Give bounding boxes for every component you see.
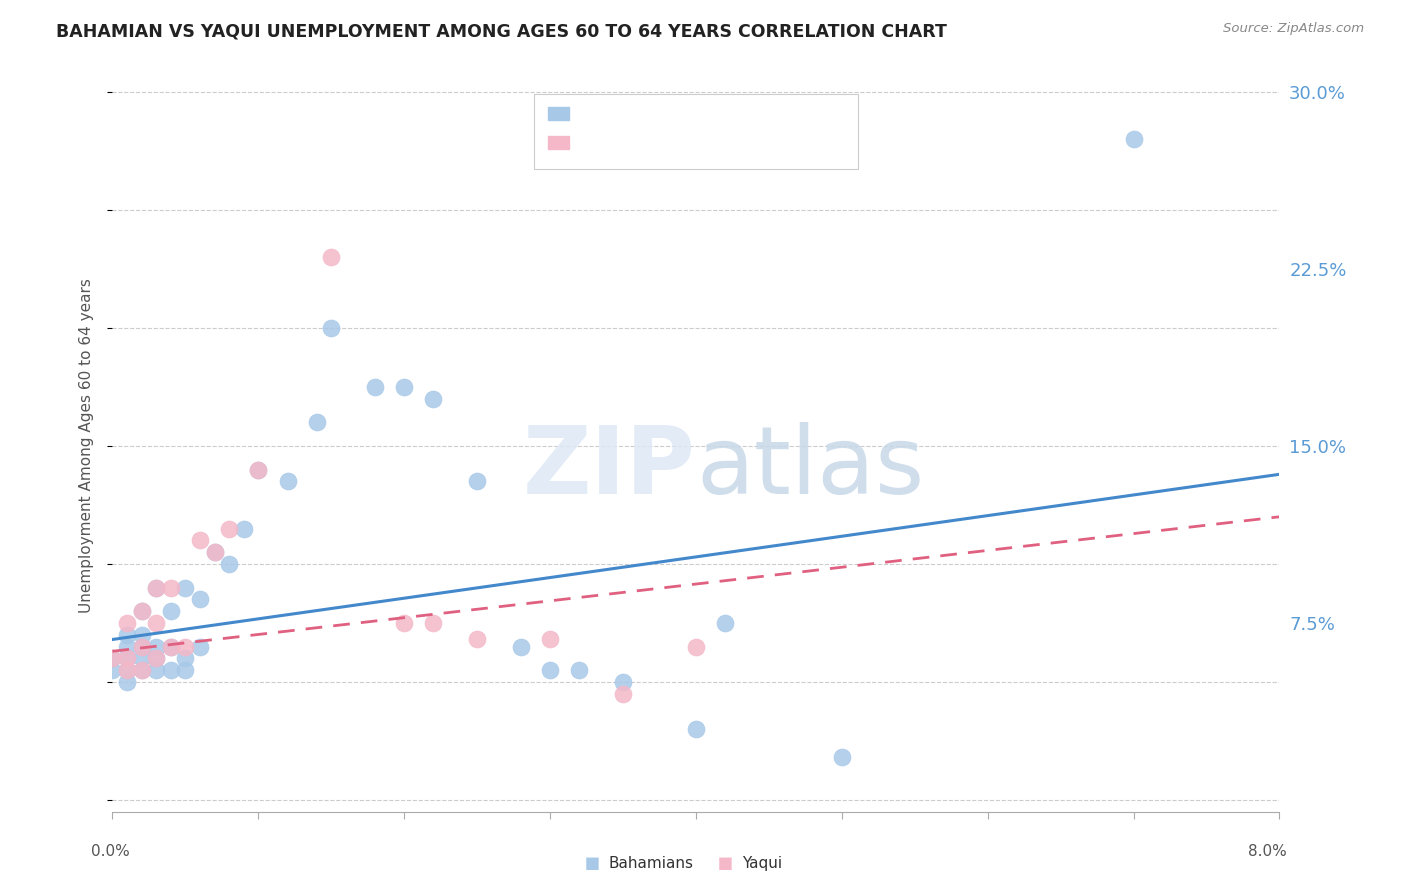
Point [305,416,328,430]
Text: ▪: ▪ [717,852,734,875]
Point [160,581,183,595]
Point [188,592,211,607]
Point [131,604,153,618]
Point [145,581,167,595]
Text: Yaqui: Yaqui [742,856,783,871]
Point [218,557,240,571]
Point [131,651,153,665]
Point [174,663,197,677]
Point [465,632,488,647]
Point [131,604,153,618]
Text: Bahamians: Bahamians [609,856,693,871]
Point [232,522,254,536]
Point [188,533,211,548]
Point [131,628,153,642]
Text: atlas: atlas [696,422,924,514]
Point [612,675,634,690]
Point [538,632,561,647]
Point [1122,132,1144,146]
Point [160,640,183,654]
Point [685,722,707,736]
Point [160,663,183,677]
Point [145,651,167,665]
Text: R =: R = [579,136,614,150]
Point [247,462,270,476]
Point [145,663,167,677]
Point [115,675,138,690]
Point [188,640,211,654]
Point [101,651,124,665]
Point [321,250,343,264]
Point [394,615,416,630]
Text: ▪: ▪ [583,852,600,875]
Point [145,581,167,595]
Point [204,545,226,559]
Text: ZIP: ZIP [523,422,696,514]
Point [612,687,634,701]
Point [101,651,124,665]
Text: 0.201: 0.201 [612,106,662,120]
Point [247,462,270,476]
Point [115,663,138,677]
Text: N =: N = [671,136,707,150]
Point [131,640,153,654]
Point [115,651,138,665]
Point [364,380,387,394]
Point [131,640,153,654]
Point [422,615,444,630]
Text: N =: N = [671,106,707,120]
Point [174,640,197,654]
Point [160,640,183,654]
Text: 0.230: 0.230 [612,136,662,150]
Point [115,663,138,677]
Point [538,663,561,677]
Point [145,651,167,665]
Point [509,640,531,654]
Point [204,545,226,559]
Point [422,392,444,406]
Point [321,321,343,335]
Point [145,615,167,630]
Point [465,475,488,489]
Point [101,663,124,677]
Text: 8.0%: 8.0% [1247,845,1286,859]
Point [394,380,416,394]
Text: Source: ZipAtlas.com: Source: ZipAtlas.com [1223,22,1364,36]
Point [174,581,197,595]
Point [115,615,138,630]
Text: BAHAMIAN VS YAQUI UNEMPLOYMENT AMONG AGES 60 TO 64 YEARS CORRELATION CHART: BAHAMIAN VS YAQUI UNEMPLOYMENT AMONG AGE… [56,22,948,40]
Text: 24: 24 [703,136,725,150]
Point [145,640,167,654]
Point [685,640,707,654]
Point [115,640,138,654]
Point [568,663,591,677]
Point [174,651,197,665]
Point [160,604,183,618]
Point [131,663,153,677]
Text: R =: R = [579,106,614,120]
Point [714,615,737,630]
Text: 43: 43 [703,106,725,120]
Point [276,475,298,489]
Y-axis label: Unemployment Among Ages 60 to 64 years: Unemployment Among Ages 60 to 64 years [79,278,94,614]
Point [115,651,138,665]
Point [115,628,138,642]
Point [131,663,153,677]
Point [218,522,240,536]
Text: 0.0%: 0.0% [91,845,131,859]
Point [831,750,853,764]
